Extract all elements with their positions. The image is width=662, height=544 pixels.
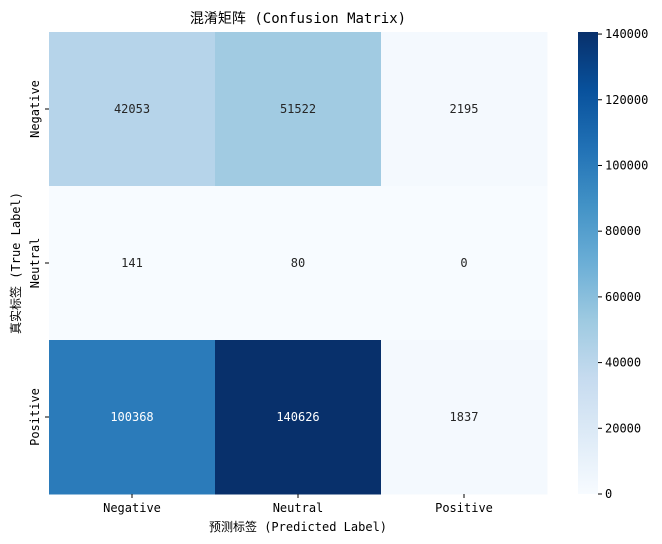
colorbar-ticks: 0 20000 40000 60000 80000 100000 120000 140000: [598, 27, 648, 501]
colorbar-tick-label-4: 80000: [605, 224, 641, 238]
x-axis-ticks: Negative Neutral Positive: [103, 494, 493, 515]
y-axis-label: 真实标签 (True Label): [8, 192, 23, 334]
colorbar-tick-label-3: 60000: [605, 290, 641, 304]
x-tick-label-2: Positive: [435, 501, 493, 515]
cell-value-r1-c1: 80: [291, 256, 305, 270]
x-axis-label: 预测标签 (Predicted Label): [209, 519, 387, 534]
colorbar-tick-label-1: 20000: [605, 421, 641, 435]
y-axis-ticks: Negative Neutral Positive: [28, 80, 49, 446]
heatmap-cell-r0-c0: [49, 32, 216, 187]
cell-value-r2-c0: 100368: [110, 410, 153, 424]
cell-value-r1-c0: 141: [121, 256, 143, 270]
cell-value-r0-c2: 2195: [450, 102, 479, 116]
colorbar-tick-label-5: 100000: [605, 158, 648, 172]
heatmap-cell-r2-c2: [381, 340, 548, 495]
y-tick-label-0: Negative: [28, 80, 42, 138]
cell-value-r0-c0: 42053: [114, 102, 150, 116]
heatmap-cell-r2-c0: [49, 340, 216, 495]
colorbar: [578, 32, 598, 494]
colorbar-tick-label-6: 120000: [605, 93, 648, 107]
heatmap-cell-r0-c1: [215, 32, 382, 187]
heatmap-cell-r1-c2: [381, 186, 548, 341]
heatmap-cells: [49, 32, 548, 495]
y-tick-label-2: Positive: [28, 388, 42, 446]
heatmap-cell-labels: 42053 51522 2195 141 80 0 100368 140626 1837: [110, 102, 478, 424]
colorbar-tick-label-0: 0: [605, 487, 612, 501]
heatmap-cell-r1-c1: [215, 186, 382, 341]
y-tick-label-1: Neutral: [28, 238, 42, 289]
colorbar-tick-label-2: 40000: [605, 356, 641, 370]
x-tick-label-1: Neutral: [273, 501, 324, 515]
cell-value-r1-c2: 0: [460, 256, 467, 270]
heatmap-cell-r0-c2: [381, 32, 548, 187]
x-tick-label-0: Negative: [103, 501, 161, 515]
colorbar-tick-label-7: 140000: [605, 27, 648, 41]
cell-value-r0-c1: 51522: [280, 102, 316, 116]
cell-value-r2-c2: 1837: [450, 410, 479, 424]
cell-value-r2-c1: 140626: [276, 410, 319, 424]
heatmap-cell-r1-c0: [49, 186, 216, 341]
chart-title: 混淆矩阵 (Confusion Matrix): [190, 11, 406, 27]
heatmap-cell-r2-c1: [215, 340, 382, 495]
